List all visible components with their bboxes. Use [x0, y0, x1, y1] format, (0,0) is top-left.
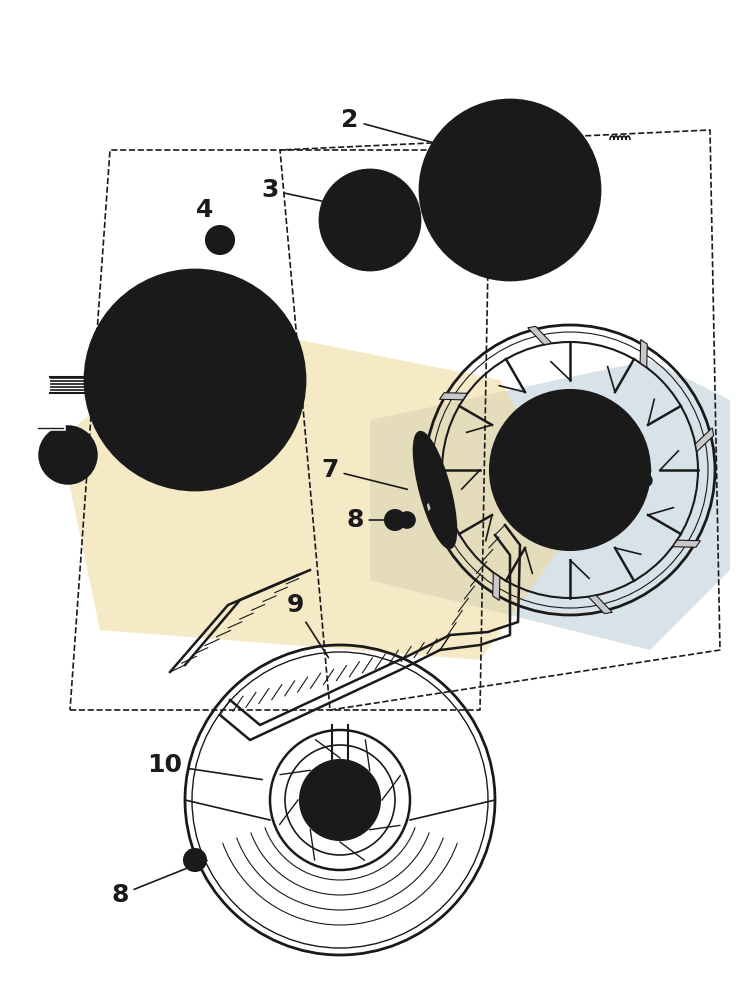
- Circle shape: [260, 373, 274, 387]
- Polygon shape: [370, 360, 730, 650]
- Text: 6: 6: [51, 447, 74, 482]
- Circle shape: [565, 465, 575, 475]
- Text: 7: 7: [321, 458, 407, 489]
- Circle shape: [392, 189, 401, 199]
- Circle shape: [505, 405, 635, 535]
- Circle shape: [170, 355, 220, 405]
- Polygon shape: [426, 488, 445, 512]
- Ellipse shape: [184, 849, 206, 871]
- Circle shape: [339, 241, 349, 251]
- Circle shape: [328, 178, 412, 262]
- Circle shape: [330, 790, 350, 810]
- Polygon shape: [588, 595, 612, 614]
- Ellipse shape: [191, 856, 199, 863]
- Circle shape: [547, 226, 559, 238]
- Circle shape: [320, 170, 420, 270]
- Circle shape: [520, 420, 620, 520]
- Circle shape: [478, 158, 542, 222]
- Circle shape: [392, 241, 401, 251]
- Ellipse shape: [252, 327, 258, 333]
- Circle shape: [490, 390, 650, 550]
- Text: 2: 2: [341, 108, 458, 149]
- Circle shape: [365, 178, 375, 188]
- Text: 3: 3: [261, 178, 338, 204]
- Circle shape: [348, 198, 392, 242]
- Circle shape: [558, 458, 582, 482]
- Circle shape: [155, 340, 235, 420]
- Polygon shape: [60, 320, 580, 660]
- Circle shape: [461, 226, 473, 238]
- Text: 8: 8: [346, 508, 387, 532]
- Ellipse shape: [215, 235, 225, 245]
- Circle shape: [492, 172, 528, 208]
- Circle shape: [130, 415, 144, 429]
- Circle shape: [130, 331, 144, 345]
- Text: 10: 10: [148, 753, 262, 780]
- Circle shape: [399, 512, 415, 528]
- Ellipse shape: [264, 329, 276, 341]
- Circle shape: [461, 142, 473, 154]
- Polygon shape: [640, 340, 647, 367]
- Ellipse shape: [267, 332, 273, 338]
- Circle shape: [547, 142, 559, 154]
- Circle shape: [40, 427, 96, 483]
- Circle shape: [460, 140, 560, 240]
- Circle shape: [338, 188, 402, 252]
- Circle shape: [358, 208, 382, 232]
- Circle shape: [420, 100, 600, 280]
- Circle shape: [48, 435, 88, 475]
- Polygon shape: [528, 326, 552, 345]
- Circle shape: [183, 368, 207, 392]
- Ellipse shape: [249, 324, 261, 336]
- Circle shape: [110, 295, 280, 465]
- Text: 1: 1: [111, 386, 152, 417]
- Circle shape: [339, 189, 349, 199]
- Circle shape: [210, 441, 224, 455]
- Circle shape: [328, 215, 338, 225]
- Circle shape: [365, 252, 375, 262]
- Ellipse shape: [206, 226, 234, 254]
- Polygon shape: [493, 573, 500, 600]
- Text: 5: 5: [613, 468, 654, 492]
- Polygon shape: [440, 393, 467, 400]
- Circle shape: [95, 280, 295, 480]
- Circle shape: [85, 270, 305, 490]
- Circle shape: [548, 448, 592, 492]
- Circle shape: [440, 120, 580, 260]
- Circle shape: [385, 510, 405, 530]
- Circle shape: [495, 395, 645, 545]
- Circle shape: [135, 320, 255, 440]
- Text: 8: 8: [111, 868, 188, 907]
- Circle shape: [210, 305, 224, 319]
- Circle shape: [502, 182, 518, 198]
- Text: 4: 4: [196, 198, 218, 233]
- Circle shape: [402, 215, 412, 225]
- Circle shape: [403, 516, 411, 524]
- Polygon shape: [673, 540, 700, 547]
- Ellipse shape: [211, 231, 229, 249]
- Ellipse shape: [421, 446, 449, 534]
- Circle shape: [428, 108, 592, 272]
- Circle shape: [300, 760, 380, 840]
- Ellipse shape: [414, 432, 456, 548]
- Polygon shape: [695, 428, 714, 452]
- Text: 9: 9: [286, 593, 328, 658]
- Ellipse shape: [188, 853, 202, 867]
